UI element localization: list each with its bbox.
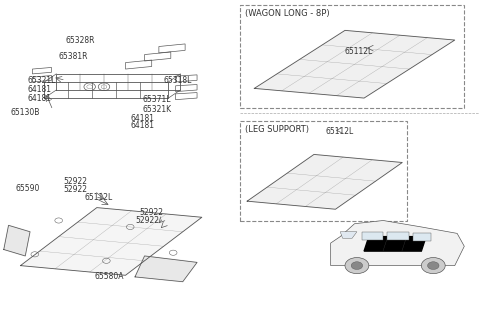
Polygon shape bbox=[247, 154, 402, 209]
Polygon shape bbox=[135, 256, 197, 282]
Text: 64181: 64181 bbox=[130, 114, 154, 123]
Text: 64181: 64181 bbox=[130, 121, 154, 130]
Text: 65130B: 65130B bbox=[11, 108, 40, 117]
Polygon shape bbox=[4, 225, 30, 256]
Text: 65112L: 65112L bbox=[326, 127, 354, 136]
Text: 52922: 52922 bbox=[63, 185, 87, 194]
Text: 52922: 52922 bbox=[135, 216, 159, 225]
Text: (LEG SUPPORT): (LEG SUPPORT) bbox=[245, 125, 309, 135]
Polygon shape bbox=[362, 232, 383, 240]
Circle shape bbox=[421, 257, 445, 274]
Polygon shape bbox=[340, 232, 357, 238]
Text: 65371L: 65371L bbox=[142, 95, 171, 104]
Text: 52922: 52922 bbox=[63, 177, 87, 186]
Polygon shape bbox=[21, 208, 202, 275]
Circle shape bbox=[351, 262, 363, 269]
Circle shape bbox=[428, 262, 439, 269]
Polygon shape bbox=[413, 233, 431, 241]
Text: 65590: 65590 bbox=[16, 184, 40, 193]
Text: 65580A: 65580A bbox=[95, 272, 124, 281]
Text: 65328R: 65328R bbox=[66, 35, 96, 45]
Circle shape bbox=[345, 257, 369, 274]
Polygon shape bbox=[254, 31, 455, 98]
Polygon shape bbox=[364, 237, 426, 251]
Text: (WAGON LONG - 8P): (WAGON LONG - 8P) bbox=[245, 9, 329, 19]
Text: 65112L: 65112L bbox=[85, 193, 113, 202]
Text: 64181: 64181 bbox=[28, 94, 52, 103]
Text: 52922: 52922 bbox=[140, 208, 164, 217]
Text: 64181: 64181 bbox=[28, 85, 52, 95]
Text: 65321L: 65321L bbox=[28, 76, 56, 85]
Text: 65112L: 65112L bbox=[345, 47, 373, 56]
Polygon shape bbox=[387, 232, 409, 240]
Text: 65318L: 65318L bbox=[164, 76, 192, 85]
Polygon shape bbox=[331, 220, 464, 266]
Text: 65381R: 65381R bbox=[59, 52, 88, 61]
Text: 65321K: 65321K bbox=[142, 105, 171, 114]
